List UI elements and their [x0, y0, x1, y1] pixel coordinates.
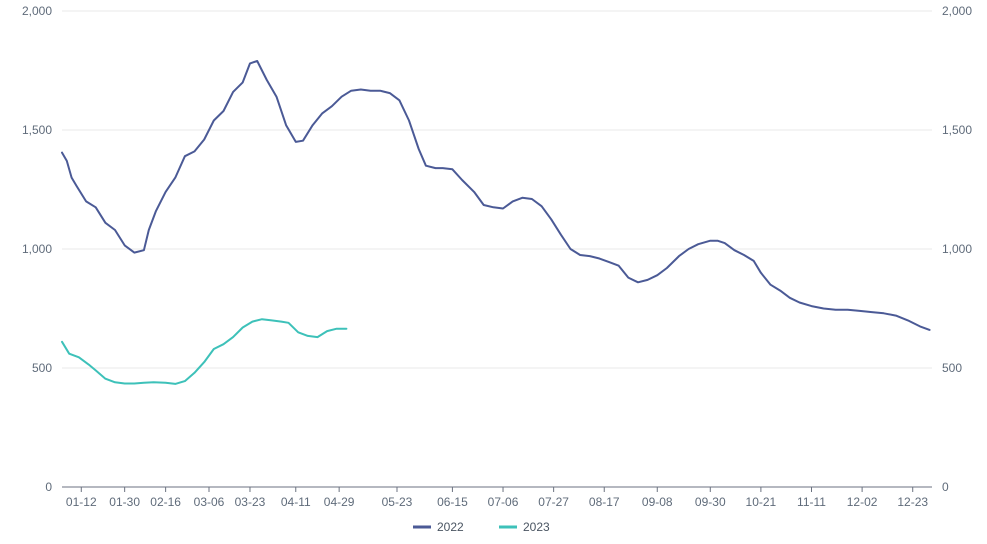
- x-tick-label: 01-12: [66, 495, 97, 509]
- gridlines: [62, 10, 932, 369]
- y-tick-label-right: 1,500: [942, 123, 972, 137]
- series-lines: [61, 60, 931, 385]
- y-tick-label-left: 500: [32, 361, 52, 375]
- y-tick-label-left: 1,000: [22, 242, 52, 256]
- series-line-2022: [61, 60, 931, 331]
- y-tick-label-left: 0: [45, 480, 52, 494]
- y-axis-left: 0 500 1,000 1,500 2,000: [22, 4, 52, 494]
- y-axis-right: 0 500 1,000 1,500 2,000: [942, 4, 972, 494]
- legend[interactable]: 2022 2023: [413, 520, 550, 534]
- y-tick-label-right: 1,000: [942, 242, 972, 256]
- legend-label: 2023: [523, 520, 550, 534]
- x-tick-label: 07-27: [538, 495, 569, 509]
- x-tick-label: 08-17: [589, 495, 620, 509]
- x-tick-label: 12-23: [897, 495, 928, 509]
- x-tick-label: 10-21: [746, 495, 777, 509]
- x-tick-label: 04-29: [324, 495, 355, 509]
- x-tick-label: 07-06: [488, 495, 519, 509]
- x-tick-label: 05-23: [382, 495, 413, 509]
- y-tick-label-left: 1,500: [22, 123, 52, 137]
- legend-item-2023[interactable]: 2023: [499, 520, 550, 534]
- x-tick-label: 06-15: [437, 495, 468, 509]
- series-line-2023: [61, 318, 348, 385]
- y-tick-label-left: 2,000: [22, 4, 52, 18]
- x-tick-label: 03-06: [194, 495, 225, 509]
- y-tick-label-right: 0: [942, 480, 949, 494]
- x-tick-label: 11-11: [797, 495, 826, 509]
- x-tick-label: 09-30: [695, 495, 726, 509]
- y-tick-label-right: 2,000: [942, 4, 972, 18]
- y-tick-label-right: 500: [942, 361, 962, 375]
- x-tick-label: 04-11: [281, 495, 311, 509]
- legend-label: 2022: [437, 520, 464, 534]
- legend-item-2022[interactable]: 2022: [413, 520, 464, 534]
- x-tick-label: 03-23: [235, 495, 266, 509]
- x-tick-labels: 01-12 01-30 02-16 03-06 03-23 04-11 04-29 05-23…: [66, 487, 928, 509]
- x-tick-label: 02-16: [150, 495, 181, 509]
- x-tick-label: 01-30: [109, 495, 140, 509]
- x-tick-label: 09-08: [642, 495, 673, 509]
- x-tick-label: 12-02: [847, 495, 878, 509]
